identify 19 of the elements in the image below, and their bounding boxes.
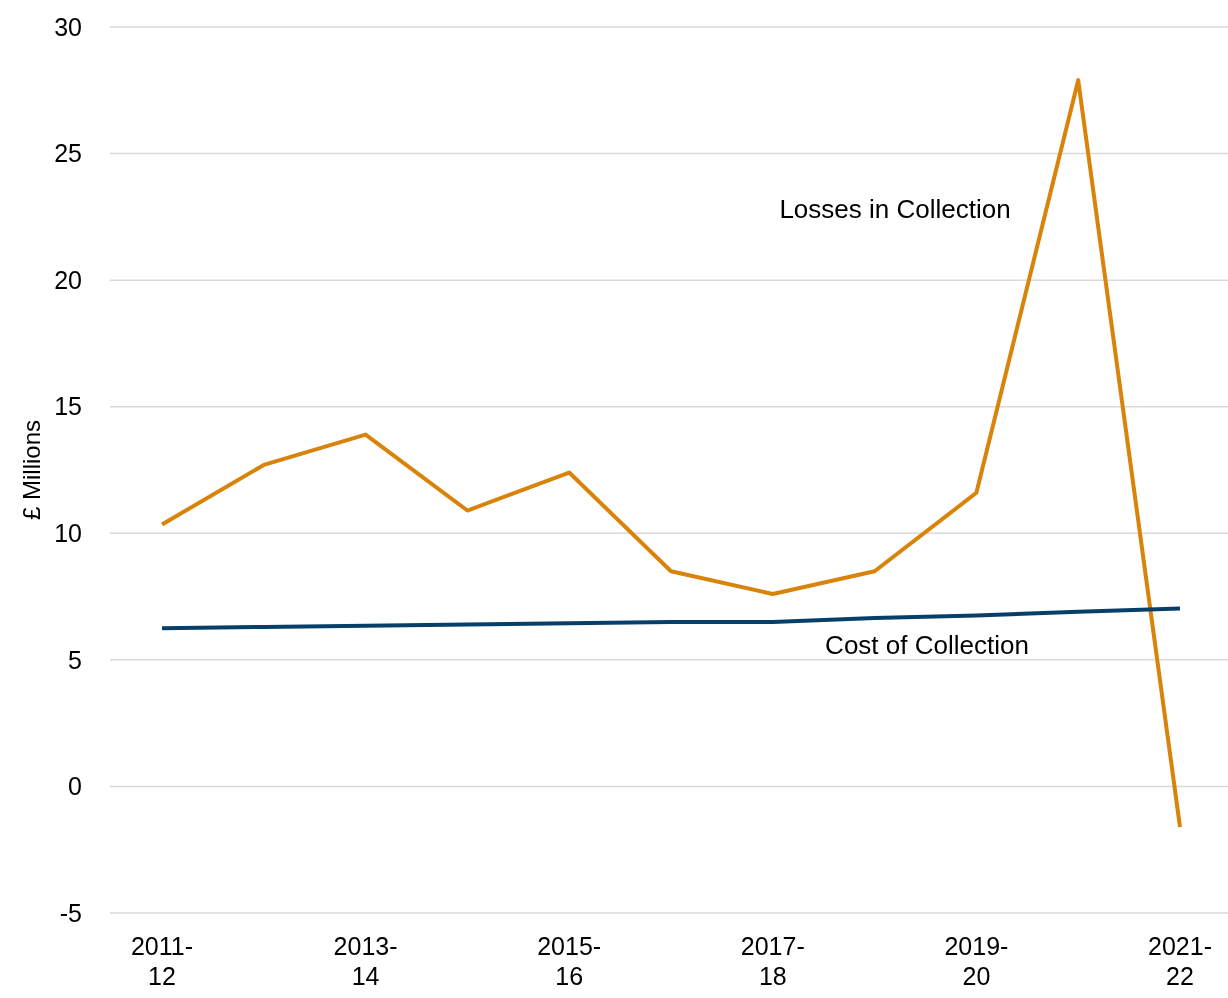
y-tick-label: 25	[54, 139, 82, 168]
y-tick-label: 5	[68, 645, 82, 674]
y-tick-label: 10	[54, 519, 82, 548]
series-label: Losses in Collection	[779, 194, 1011, 224]
y-tick-label: -5	[59, 898, 82, 927]
line-series	[160, 78, 1182, 829]
x-tick-label: 2021-22	[1148, 932, 1212, 990]
line-series	[160, 606, 1182, 631]
x-tick-label: 2019-20	[944, 932, 1009, 990]
x-tick-label: 2013-14	[333, 932, 398, 990]
y-axis-title: £ Millions	[18, 419, 45, 521]
x-tick-label: 2011-12	[130, 932, 194, 990]
x-tick-label: 2015-16	[537, 932, 602, 990]
y-tick-label: 20	[54, 265, 82, 294]
x-tick-label: 2017-18	[740, 932, 805, 990]
y-tick-label: 30	[54, 12, 82, 41]
y-tick-label: 15	[54, 392, 82, 421]
y-tick-label: 0	[68, 772, 82, 801]
series-label: Cost of Collection	[825, 630, 1029, 660]
